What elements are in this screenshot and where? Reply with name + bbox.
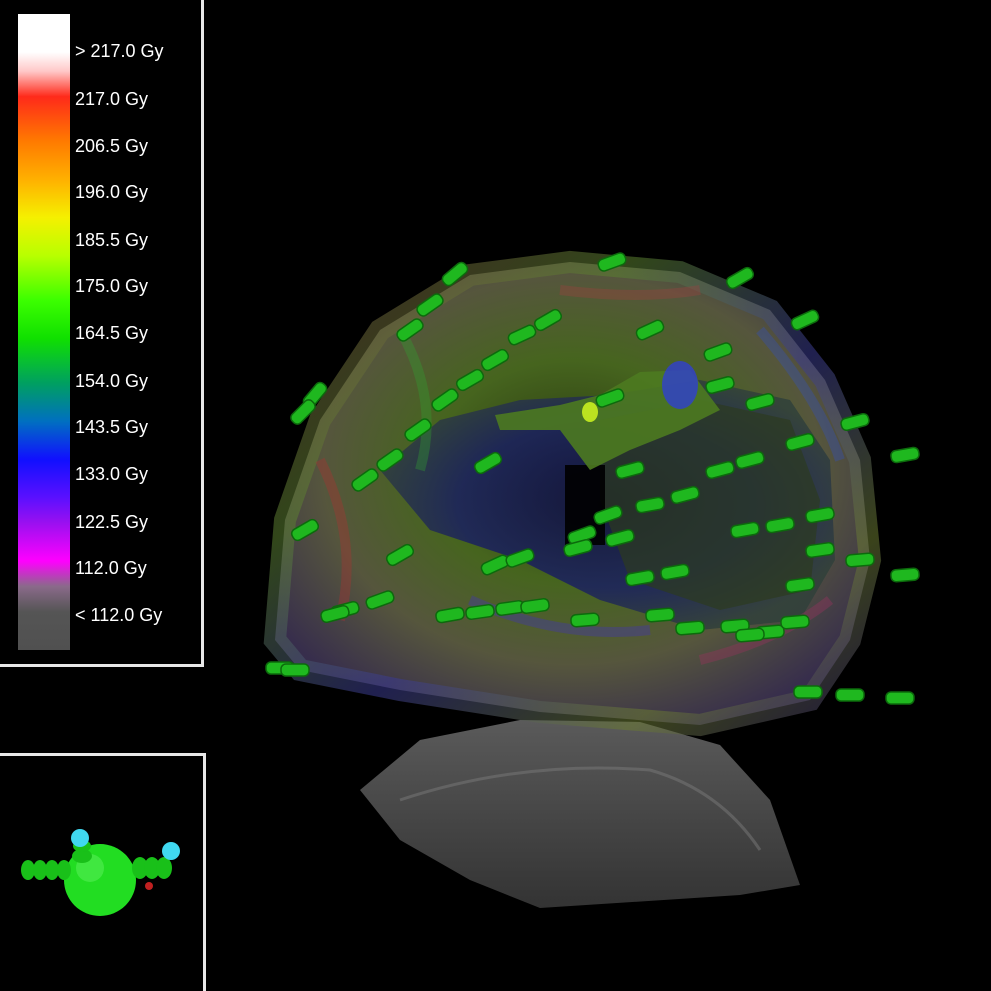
radioactive-seed[interactable] — [765, 516, 795, 534]
radioactive-seed[interactable] — [885, 691, 915, 705]
radioactive-seed[interactable] — [505, 548, 535, 569]
legend-label-143-5: 143.5 Gy — [75, 417, 149, 437]
radioactive-seed[interactable] — [280, 663, 310, 677]
radioactive-seed[interactable] — [465, 604, 495, 620]
legend-label-below-min: < 112.0 Gy — [75, 605, 163, 625]
radioactive-seed[interactable] — [520, 598, 550, 614]
radioactive-seed[interactable] — [415, 292, 445, 318]
radioactive-seed[interactable] — [290, 518, 320, 542]
orientation-right-axis — [132, 857, 172, 879]
radioactive-seed[interactable] — [660, 563, 690, 581]
legend-label-154: 154.0 Gy — [75, 371, 149, 391]
urethra-yellow-spot — [582, 402, 598, 422]
radioactive-seed[interactable] — [595, 388, 625, 409]
radioactive-seed[interactable] — [805, 542, 835, 558]
radioactive-seed[interactable] — [705, 375, 735, 395]
radioactive-seed[interactable] — [350, 467, 380, 493]
radioactive-seed[interactable] — [615, 460, 645, 480]
orientation-left-axis — [21, 860, 71, 880]
legend-label-196: 196.0 Gy — [75, 182, 149, 202]
legend-label-206-5: 206.5 Gy — [75, 136, 149, 156]
shell-cavity-inner — [600, 400, 820, 610]
radioactive-seed[interactable] — [735, 627, 765, 643]
radioactive-seed[interactable] — [645, 607, 675, 623]
dose-legend-panel: > 217.0 Gy 217.0 Gy 206.5 Gy 196.0 Gy 18… — [0, 0, 204, 667]
radioactive-seed[interactable] — [805, 506, 835, 524]
radioactive-seed[interactable] — [785, 577, 815, 593]
legend-label-122-5: 122.5 Gy — [75, 512, 149, 532]
orientation-tip-red — [145, 882, 153, 890]
legend-label-112: 112.0 Gy — [75, 558, 147, 578]
urethra-blue-spot — [662, 361, 698, 409]
radioactive-seed[interactable] — [605, 528, 635, 548]
radioactive-seed[interactable] — [845, 552, 875, 568]
orientation-panel[interactable] — [0, 753, 206, 991]
radioactive-seed[interactable] — [533, 308, 563, 332]
radioactive-seed[interactable] — [670, 485, 700, 505]
radioactive-seed[interactable] — [790, 309, 820, 332]
legend-label-217: 217.0 Gy — [75, 89, 149, 109]
radioactive-seed[interactable] — [365, 590, 395, 611]
radioactive-seed[interactable] — [890, 567, 920, 583]
radioactive-seed[interactable] — [735, 450, 765, 470]
radioactive-seed[interactable] — [597, 252, 627, 273]
legend-label-133: 133.0 Gy — [75, 464, 149, 484]
radioactive-seed[interactable] — [375, 447, 405, 473]
radioactive-seed[interactable] — [440, 260, 469, 287]
organ-fold — [399, 766, 762, 851]
radioactive-seed[interactable] — [793, 685, 823, 699]
radioactive-seed[interactable] — [570, 612, 600, 628]
dose-colorbar — [18, 14, 70, 650]
radioactive-seed[interactable] — [473, 451, 503, 475]
legend-label-185-5: 185.5 Gy — [75, 230, 149, 250]
radioactive-seed[interactable] — [507, 324, 537, 347]
radioactive-seed[interactable] — [835, 688, 865, 702]
radioactive-seed[interactable] — [435, 606, 465, 624]
radioactive-seed[interactable] — [625, 569, 655, 587]
radioactive-seed[interactable] — [395, 317, 425, 343]
radioactive-seed[interactable] — [785, 432, 815, 452]
radioactive-seed[interactable] — [840, 412, 870, 432]
radioactive-seed[interactable] — [593, 505, 623, 526]
radioactive-seed[interactable] — [635, 319, 665, 342]
radioactive-seed[interactable] — [890, 446, 920, 464]
legend-label-164-5: 164.5 Gy — [75, 323, 149, 343]
orientation-tip-right — [162, 842, 180, 860]
radioactive-seed[interactable] — [430, 387, 460, 413]
organ-surface — [360, 720, 800, 908]
seed-group[interactable] — [265, 252, 920, 705]
radioactive-seed[interactable] — [403, 417, 433, 443]
radioactive-seed[interactable] — [745, 392, 775, 412]
radioactive-seed[interactable] — [320, 604, 350, 624]
legend-label-175: 175.0 Gy — [75, 276, 149, 296]
radioactive-seed[interactable] — [635, 496, 665, 514]
radioactive-seed[interactable] — [385, 543, 415, 567]
legend-label-above-max: > 217.0 Gy — [75, 41, 164, 61]
radioactive-seed[interactable] — [289, 398, 317, 426]
radioactive-seed[interactable] — [563, 538, 593, 558]
radioactive-seed[interactable] — [455, 368, 485, 392]
radioactive-seed[interactable] — [705, 460, 735, 480]
radioactive-seed[interactable] — [675, 620, 705, 636]
radioactive-seed[interactable] — [480, 348, 510, 372]
radioactive-seed[interactable] — [780, 614, 810, 630]
orientation-widget-icon[interactable] — [0, 756, 200, 991]
radioactive-seed[interactable] — [703, 342, 733, 363]
radioactive-seed[interactable] — [725, 266, 755, 290]
orientation-tip-left — [71, 829, 89, 847]
radioactive-seed[interactable] — [730, 521, 760, 539]
